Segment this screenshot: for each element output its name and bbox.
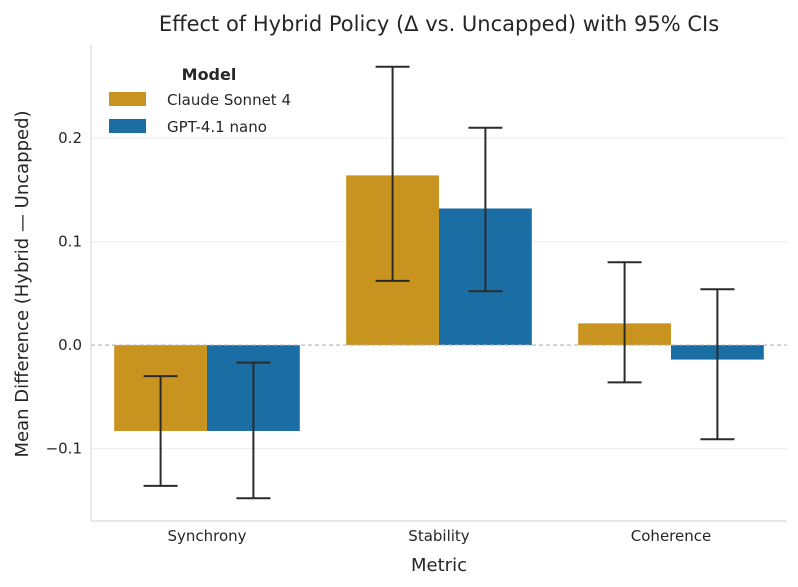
x-tick-label: Coherence	[631, 527, 711, 545]
y-tick-labels: −0.1 0.0 0.1 0.2	[46, 129, 82, 457]
y-tick-label: −0.1	[46, 440, 82, 458]
legend-swatch-claude	[109, 92, 146, 106]
legend: Model Claude Sonnet 4 GPT-4.1 nano	[109, 65, 291, 136]
bars-layer	[114, 175, 764, 431]
y-tick-label: 0.1	[58, 233, 82, 251]
legend-swatch-gpt	[109, 119, 146, 133]
error-bars-layer	[143, 65, 735, 500]
y-axis-label: Mean Difference (Hybrid — Uncapped)	[12, 110, 33, 457]
y-tick-label: 0.2	[58, 129, 82, 147]
legend-label-claude: Claude Sonnet 4	[167, 91, 291, 109]
legend-label-gpt: GPT-4.1 nano	[167, 118, 267, 136]
x-axis-label: Metric	[411, 555, 467, 576]
x-tick-label: Stability	[408, 527, 470, 545]
chart-title: Effect of Hybrid Policy (Δ vs. Uncapped)…	[159, 12, 719, 36]
legend-title: Model	[182, 65, 237, 84]
x-tick-label: Synchrony	[167, 527, 246, 545]
x-tick-labels: Synchrony Stability Coherence	[167, 527, 711, 545]
y-tick-label: 0.0	[58, 336, 82, 354]
axes-layer	[90, 45, 787, 522]
